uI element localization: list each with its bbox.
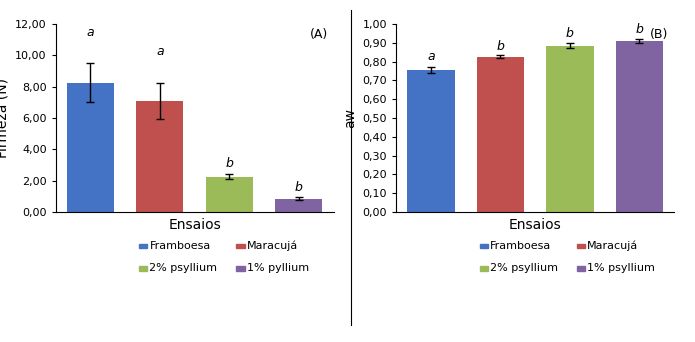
Text: b: b (295, 181, 303, 194)
Text: 1% psyllium: 1% psyllium (587, 263, 655, 274)
Text: b: b (566, 27, 574, 40)
Bar (407, 70, 455, 212)
Text: b: b (225, 157, 234, 170)
Bar (275, 199, 322, 212)
X-axis label: Ensaios: Ensaios (168, 218, 221, 232)
Y-axis label: Firmeza (N): Firmeza (N) (0, 78, 10, 158)
Bar (546, 45, 594, 212)
Text: 1% pyllium: 1% pyllium (247, 263, 309, 274)
Text: a: a (427, 50, 434, 63)
Text: b: b (496, 40, 505, 53)
Text: (A): (A) (310, 28, 328, 41)
Y-axis label: aw: aw (343, 108, 357, 128)
Bar (477, 57, 524, 212)
X-axis label: Ensaios: Ensaios (509, 218, 562, 232)
Bar (206, 177, 253, 212)
Text: (B): (B) (651, 28, 669, 41)
Text: 2% psyllium: 2% psyllium (490, 263, 558, 274)
Bar (616, 41, 663, 212)
Text: a: a (156, 45, 163, 58)
Text: a: a (87, 26, 94, 39)
Text: Maracujá: Maracujá (247, 241, 298, 251)
Text: Maracujá: Maracujá (587, 241, 639, 251)
Text: 2% psyllium: 2% psyllium (149, 263, 218, 274)
Text: Framboesa: Framboesa (149, 241, 211, 251)
Text: b: b (635, 23, 644, 36)
Bar (67, 83, 114, 212)
Text: Framboesa: Framboesa (490, 241, 551, 251)
Bar (136, 101, 183, 212)
